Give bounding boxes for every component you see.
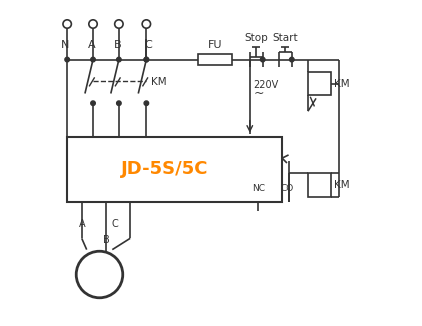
Circle shape — [144, 101, 149, 106]
Text: CO: CO — [280, 184, 294, 193]
Text: FU: FU — [208, 40, 222, 50]
Circle shape — [63, 20, 71, 28]
Circle shape — [65, 57, 70, 62]
Text: JD-5S/5C: JD-5S/5C — [121, 160, 209, 178]
Circle shape — [116, 101, 121, 106]
Text: M: M — [92, 267, 107, 282]
Text: 220V: 220V — [253, 81, 278, 90]
Circle shape — [116, 57, 121, 62]
Bar — [308, 173, 330, 197]
Text: B: B — [103, 235, 109, 245]
Circle shape — [91, 57, 95, 62]
Circle shape — [91, 101, 95, 106]
Text: KM: KM — [335, 180, 350, 190]
Text: C: C — [144, 40, 152, 50]
Circle shape — [115, 20, 123, 28]
Text: Start: Start — [273, 33, 298, 43]
Circle shape — [144, 57, 149, 62]
Bar — [67, 137, 282, 202]
Text: A: A — [79, 219, 85, 229]
Text: KM: KM — [335, 79, 350, 89]
Circle shape — [89, 20, 97, 28]
Text: C: C — [111, 219, 118, 229]
Text: Stop: Stop — [244, 33, 268, 43]
Circle shape — [76, 251, 123, 298]
Text: KM: KM — [151, 77, 167, 87]
Text: B: B — [114, 40, 121, 50]
Circle shape — [260, 57, 265, 62]
Circle shape — [144, 57, 149, 62]
Bar — [308, 72, 330, 95]
Circle shape — [142, 20, 151, 28]
Bar — [198, 54, 232, 66]
Text: N: N — [61, 40, 70, 50]
Text: ~: ~ — [254, 87, 264, 100]
Text: NC: NC — [252, 184, 265, 193]
Text: A: A — [88, 40, 95, 50]
Circle shape — [289, 57, 294, 62]
